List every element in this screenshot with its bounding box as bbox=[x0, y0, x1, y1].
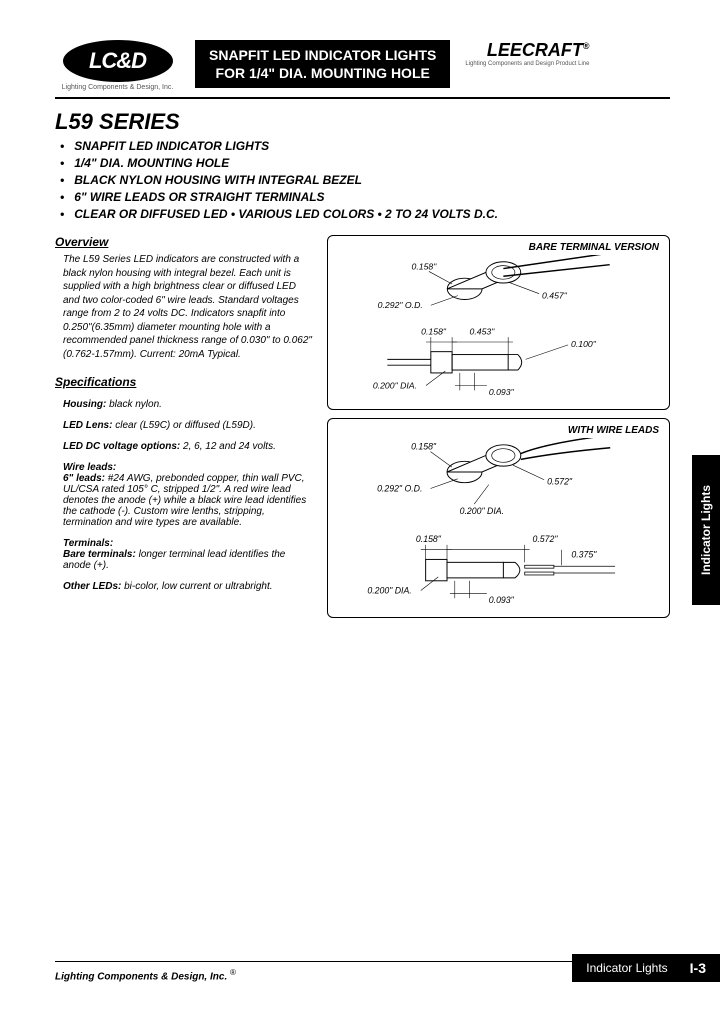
spec-other: Other LEDs: bi-color, low current or ult… bbox=[63, 581, 315, 592]
specs-heading: Specifications bbox=[55, 375, 315, 389]
title-line1: SNAPFIT LED INDICATOR LIGHTS bbox=[209, 46, 436, 64]
feature-bullets: SNAPFIT LED INDICATOR LIGHTS 1/4" DIA. M… bbox=[60, 139, 670, 221]
diagram-wire-title: WITH WIRE LEADS bbox=[334, 425, 663, 436]
svg-text:0.453": 0.453" bbox=[470, 326, 496, 336]
header: LC&D Lighting Components & Design, Inc. … bbox=[55, 40, 670, 91]
svg-text:0.572": 0.572" bbox=[547, 477, 573, 487]
text-column: Overview The L59 Series LED indicators a… bbox=[55, 235, 315, 618]
spec-terminals: Terminals: Bare terminals: longer termin… bbox=[63, 538, 315, 571]
svg-text:0.200" DIA.: 0.200" DIA. bbox=[460, 506, 504, 516]
overview-heading: Overview bbox=[55, 235, 315, 249]
series-title: L59 SERIES bbox=[55, 109, 670, 135]
bare-terminal-svg: 0.158" 0.292" O.D. 0.457" bbox=[334, 255, 663, 400]
diagram-column: BARE TERMINAL VERSION 0.158" 0.292" O.D.… bbox=[327, 235, 670, 618]
spec-wire: Wire leads: 6" leads: #24 AWG, prebonded… bbox=[63, 462, 315, 528]
svg-text:0.572": 0.572" bbox=[533, 534, 559, 544]
bullet-item: CLEAR OR DIFFUSED LED • VARIOUS LED COLO… bbox=[60, 207, 670, 221]
leecraft-subtitle: Lighting Components and Design Product L… bbox=[465, 61, 589, 67]
lcd-logo-oval: LC&D bbox=[63, 40, 173, 82]
title-line2: FOR 1/4" DIA. MOUNTING HOLE bbox=[209, 64, 436, 82]
svg-text:0.200" DIA.: 0.200" DIA. bbox=[373, 380, 417, 390]
title-box: SNAPFIT LED INDICATOR LIGHTS FOR 1/4" DI… bbox=[195, 40, 450, 88]
diagram-wire-leads: WITH WIRE LEADS 0.158" 0.292" O.D. 0.572… bbox=[327, 418, 670, 618]
svg-text:0.292" O.D.: 0.292" O.D. bbox=[377, 483, 422, 493]
page-badge: Indicator Lights I-3 bbox=[572, 954, 720, 982]
svg-text:0.158": 0.158" bbox=[416, 534, 442, 544]
wire-leads-svg: 0.158" 0.292" O.D. 0.572" 0.200" DIA. bbox=[334, 438, 663, 608]
svg-text:0.100": 0.100" bbox=[571, 339, 597, 349]
side-tab: Indicator Lights bbox=[692, 455, 720, 605]
bullet-item: 1/4" DIA. MOUNTING HOLE bbox=[60, 156, 670, 170]
bullet-item: BLACK NYLON HOUSING WITH INTEGRAL BEZEL bbox=[60, 173, 670, 187]
svg-text:0.158": 0.158" bbox=[412, 262, 438, 272]
header-rule bbox=[55, 97, 670, 99]
svg-text:0.200" DIA.: 0.200" DIA. bbox=[367, 585, 411, 595]
svg-text:0.292" O.D.: 0.292" O.D. bbox=[378, 300, 423, 310]
spec-housing: Housing: black nylon. bbox=[63, 399, 315, 410]
leecraft-logo: LEECRAFT® Lighting Components and Design… bbox=[465, 40, 589, 67]
page-number: I-3 bbox=[690, 960, 706, 976]
spec-voltage: LED DC voltage options: 2, 6, 12 and 24 … bbox=[63, 441, 315, 452]
spec-lens: LED Lens: clear (L59C) or diffused (L59D… bbox=[63, 420, 315, 431]
leecraft-text: LEECRAFT® bbox=[465, 40, 589, 61]
bullet-item: 6" WIRE LEADS OR STRAIGHT TERMINALS bbox=[60, 190, 670, 204]
diagram-bare-title: BARE TERMINAL VERSION bbox=[334, 242, 663, 253]
lcd-logo-text: LC&D bbox=[89, 48, 146, 74]
body-row: Overview The L59 Series LED indicators a… bbox=[55, 235, 670, 618]
svg-text:0.093": 0.093" bbox=[489, 595, 515, 605]
diagram-bare-terminal: BARE TERMINAL VERSION 0.158" 0.292" O.D.… bbox=[327, 235, 670, 410]
lcd-logo: LC&D Lighting Components & Design, Inc. bbox=[55, 40, 180, 91]
svg-text:0.158": 0.158" bbox=[421, 326, 447, 336]
svg-text:0.093": 0.093" bbox=[489, 387, 515, 397]
badge-label: Indicator Lights bbox=[586, 961, 667, 975]
svg-text:0.457": 0.457" bbox=[542, 291, 568, 301]
lcd-logo-subtitle: Lighting Components & Design, Inc. bbox=[55, 84, 180, 91]
bullet-item: SNAPFIT LED INDICATOR LIGHTS bbox=[60, 139, 670, 153]
overview-text: The L59 Series LED indicators are constr… bbox=[63, 253, 315, 361]
svg-text:0.158": 0.158" bbox=[411, 442, 437, 452]
svg-text:0.375": 0.375" bbox=[571, 549, 597, 559]
